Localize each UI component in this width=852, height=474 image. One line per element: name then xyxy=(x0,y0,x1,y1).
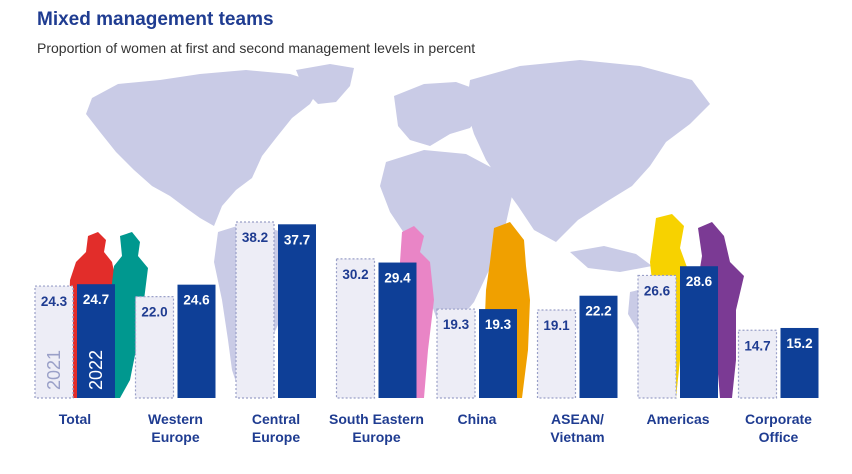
bar-2022 xyxy=(77,284,115,398)
bar-2021 xyxy=(235,221,275,399)
value-label-2021: 26.6 xyxy=(644,283,671,298)
category-label: Central Europe xyxy=(252,411,300,445)
category-label: South Eastern Europe xyxy=(329,411,424,445)
value-label-2021: 22.0 xyxy=(141,305,167,320)
bar-groups: 24.3 24.7 2021 2022 22.0 24.6 38.2 37.7 30.2 29.4… xyxy=(34,221,819,399)
bar-2021 xyxy=(436,308,476,399)
category-label: Americas xyxy=(646,411,709,427)
value-label-2022: 37.7 xyxy=(284,232,310,247)
bar-2022 xyxy=(579,295,618,398)
legend-year-2021: 2021 xyxy=(44,350,64,390)
woman-silhouette-teal xyxy=(110,232,148,398)
value-label-2021: 24.3 xyxy=(41,294,68,309)
bar-2022 xyxy=(479,309,517,398)
bar-2022 xyxy=(680,266,718,398)
value-label-2022: 15.2 xyxy=(786,336,812,351)
map-africa xyxy=(380,150,512,328)
map-asia xyxy=(466,60,710,242)
value-label-2021: 19.1 xyxy=(543,318,570,333)
map-indonesia xyxy=(570,246,652,272)
chart-subtitle: Proportion of women at first and second … xyxy=(37,40,476,56)
bar-2021 xyxy=(134,296,175,399)
bar-2022 xyxy=(780,327,819,398)
bar-2021 xyxy=(737,329,778,399)
map-greenland xyxy=(296,64,354,104)
category-label: China xyxy=(458,411,497,427)
value-label-2021: 30.2 xyxy=(342,267,368,282)
category-label: ASEAN/Vietnam xyxy=(550,411,604,445)
bar-2022 xyxy=(378,262,417,398)
bar-2021 xyxy=(536,309,577,399)
value-label-2022: 29.4 xyxy=(384,271,411,286)
bar-2021 xyxy=(34,285,74,399)
category-label: Western Europe xyxy=(148,411,203,445)
bar-2021 xyxy=(637,274,677,399)
category-label: Total xyxy=(59,411,91,427)
value-label-2022: 28.6 xyxy=(686,274,713,289)
bar-2021 xyxy=(335,258,376,399)
woman-silhouette-purple xyxy=(694,222,744,398)
bar-2022 xyxy=(177,284,216,398)
map-europe xyxy=(394,82,482,146)
value-label-2022: 22.2 xyxy=(585,304,611,319)
value-label-2021: 19.3 xyxy=(443,317,470,332)
value-label-2022: 24.7 xyxy=(83,292,109,307)
bar-2022 xyxy=(278,224,316,398)
value-label-2021: 14.7 xyxy=(744,338,770,353)
legend-year-2022: 2022 xyxy=(86,350,106,390)
chart-title: Mixed management teams xyxy=(37,9,274,30)
category-labels: Total Western Europe Central Europe South Eas… xyxy=(59,411,812,445)
map-north-america xyxy=(86,70,322,226)
value-label-2021: 38.2 xyxy=(242,230,268,245)
value-label-2022: 19.3 xyxy=(485,317,512,332)
value-label-2022: 24.6 xyxy=(183,293,210,308)
category-label: Corporate Office xyxy=(745,411,812,445)
